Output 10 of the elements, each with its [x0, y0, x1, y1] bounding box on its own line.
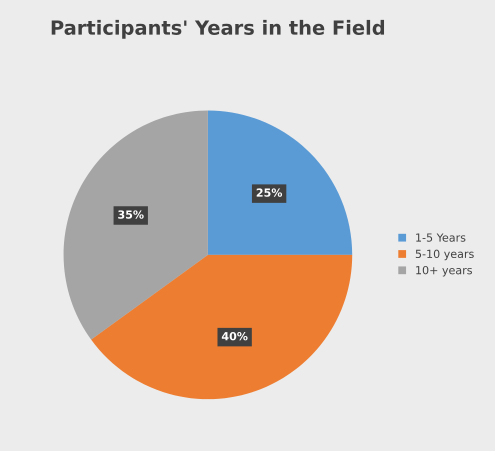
data-label: 25% — [256, 188, 282, 197]
data-label: 40% — [222, 332, 248, 340]
data-label: 35% — [118, 210, 144, 219]
legend-label: 5-10 years — [416, 250, 474, 260]
chart-title: Participants' Years in the Field — [52, 20, 384, 39]
legend-label: 10+ years — [416, 266, 472, 276]
pie-slice — [91, 254, 352, 400]
pie-slice — [64, 110, 208, 340]
pie-slice — [208, 110, 352, 255]
legend-label: 1-5 Years — [416, 233, 466, 242]
